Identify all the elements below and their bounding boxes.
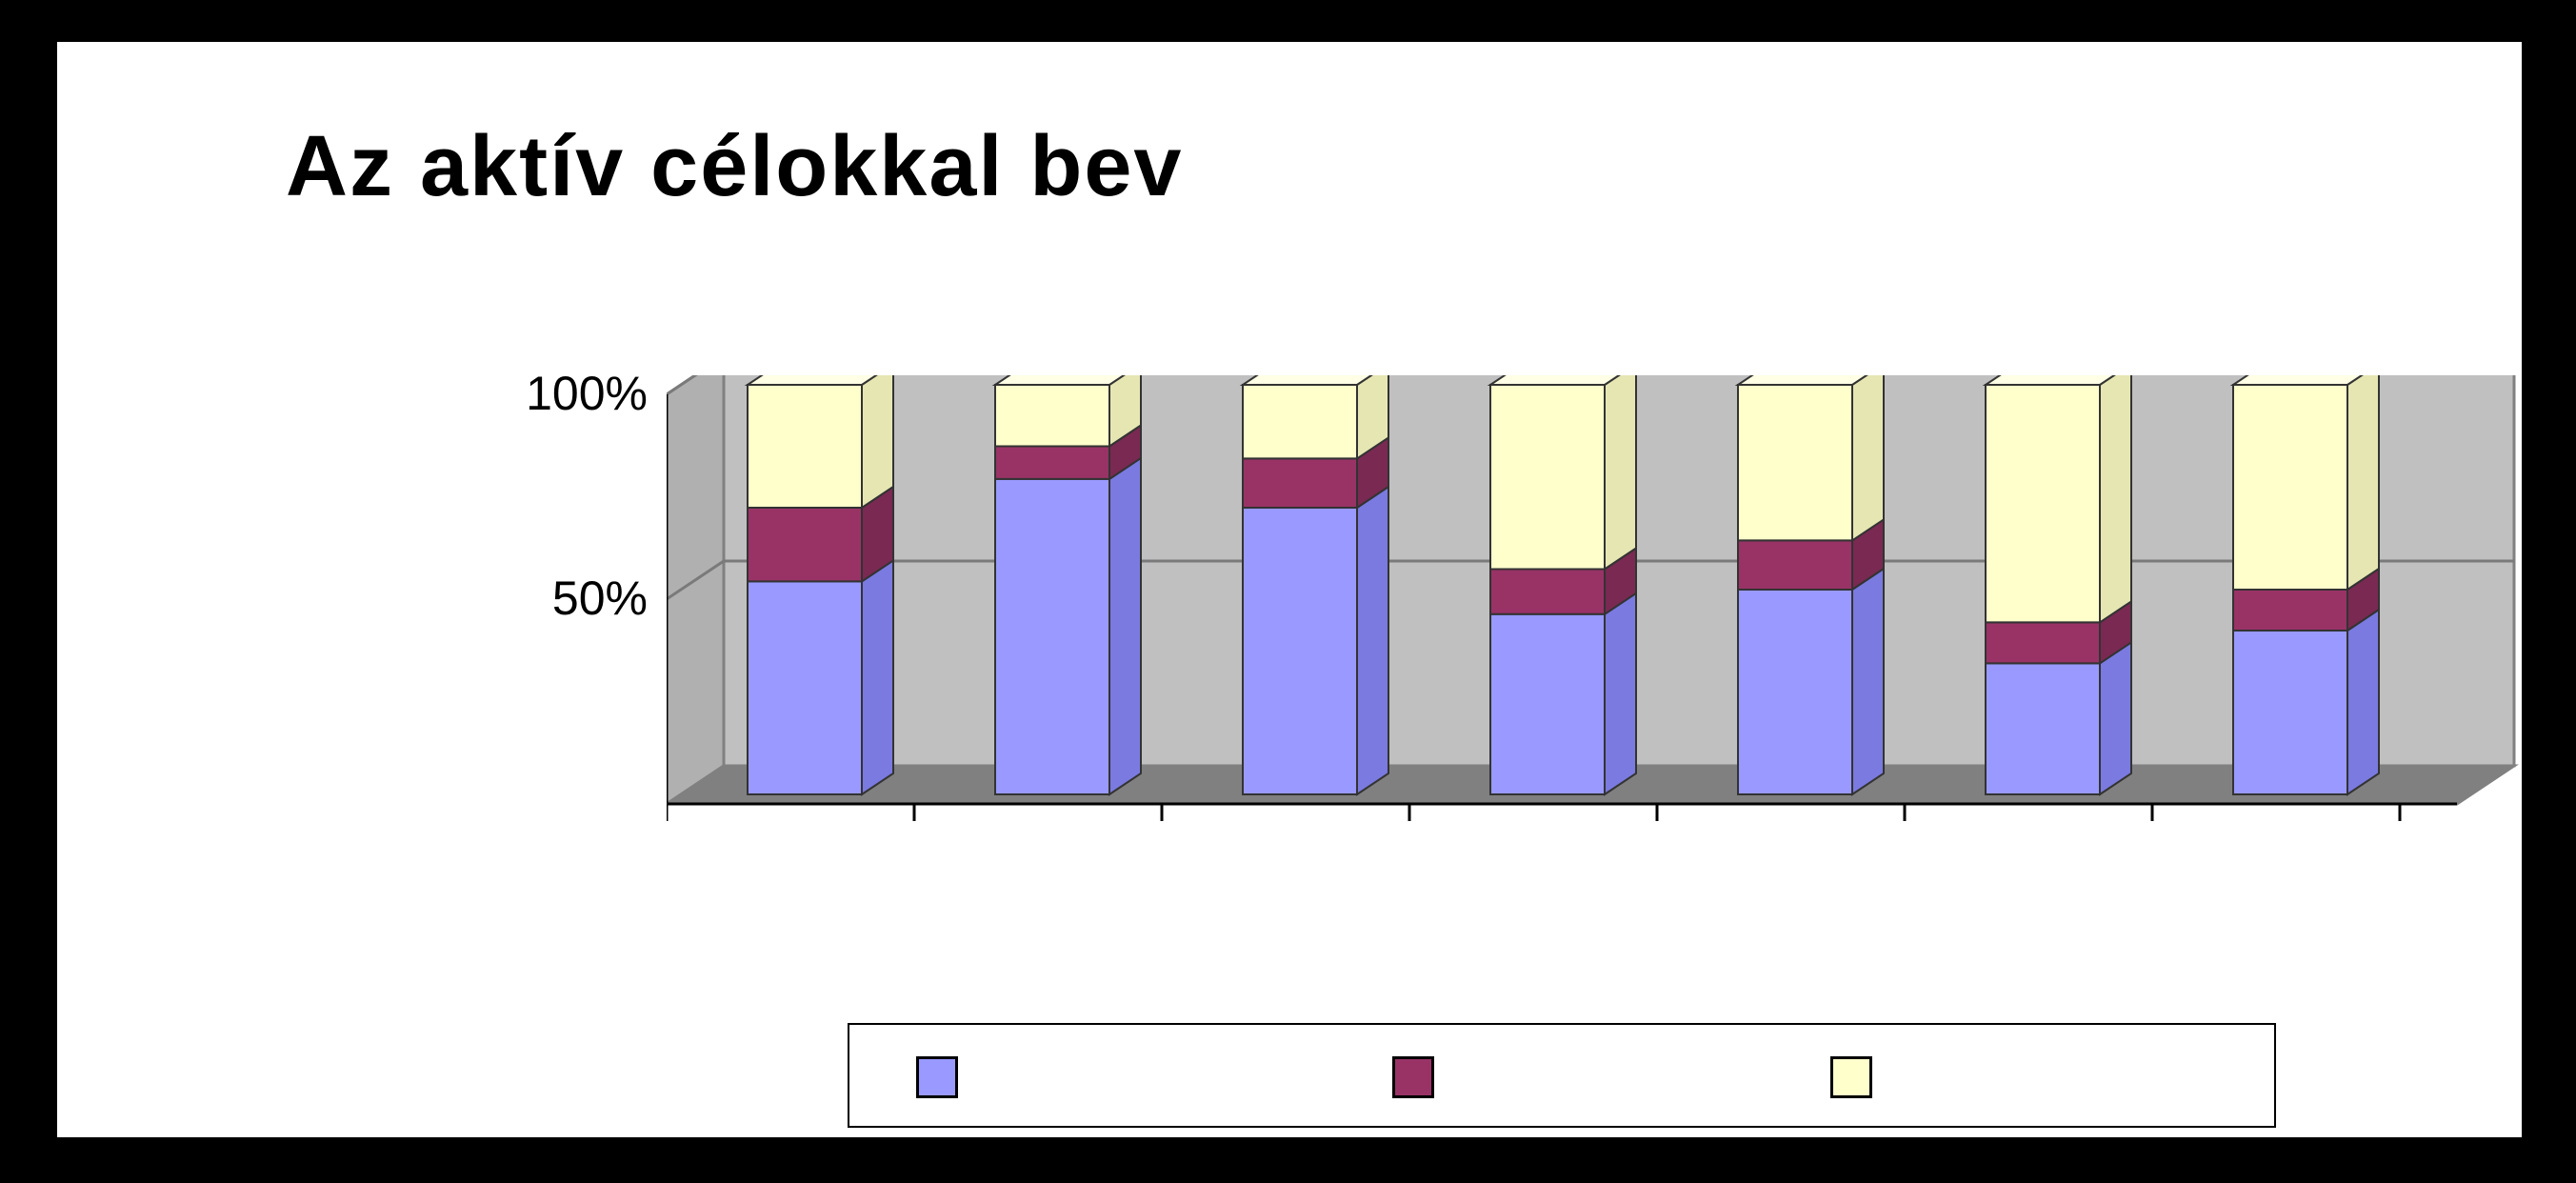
chart-panel: Az aktív célokkal bev 50% 100% (57, 42, 2522, 1137)
legend (848, 1023, 2276, 1128)
stacked-bar-chart (667, 375, 2552, 861)
chart-title: Az aktív célokkal bev (286, 118, 1428, 216)
y-axis-tick-label: 50% (476, 571, 648, 626)
legend-swatch (1392, 1056, 1434, 1098)
y-axis-tick-label: 100% (476, 366, 648, 421)
legend-swatch (916, 1056, 958, 1098)
outer-frame: Az aktív célokkal bev 50% 100% (0, 0, 2576, 1183)
legend-swatch (1830, 1056, 1872, 1098)
